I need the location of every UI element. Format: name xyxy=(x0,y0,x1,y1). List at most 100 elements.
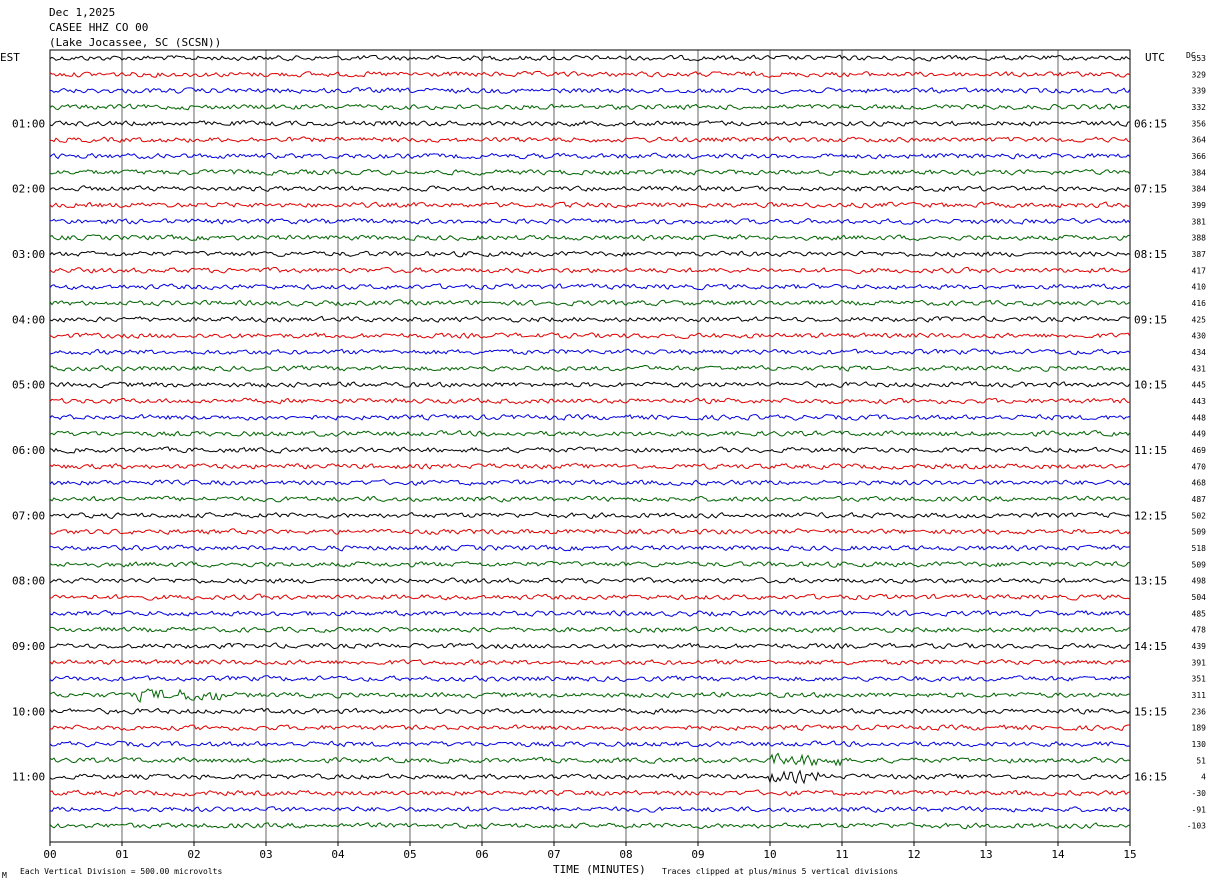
utc-axis-label: UTC xyxy=(1145,51,1165,64)
utc-label: 16:15 xyxy=(1134,771,1167,784)
minute-gridlines xyxy=(121,50,1059,842)
dc-offset-label: 4 xyxy=(1201,773,1206,782)
dc-offset-label: 388 xyxy=(1192,234,1207,243)
trace-44 xyxy=(49,769,1131,785)
utc-label: 09:15 xyxy=(1134,313,1167,326)
time-labels: 01:00 06:15 02:00 07:15 03:00 08:15 04:00 09:15… xyxy=(12,117,1167,783)
dc-offset-label: 381 xyxy=(1192,217,1207,226)
dc-offset-label: 353 xyxy=(1192,54,1207,63)
dc-offset-label: 431 xyxy=(1192,364,1207,373)
dc-offset-label: -103 xyxy=(1187,822,1206,831)
x-tick-label: 08 xyxy=(619,848,632,861)
trace-14 xyxy=(49,283,1131,291)
utc-label: 12:15 xyxy=(1134,509,1167,522)
dc-offset-label: 430 xyxy=(1192,332,1207,341)
dc-offset-label: 329 xyxy=(1192,70,1207,79)
est-label: 03:00 xyxy=(12,248,45,261)
utc-label: 07:15 xyxy=(1134,183,1167,196)
division-note: Each Vertical Division = 500.00 microvol… xyxy=(20,867,222,876)
trace-3 xyxy=(49,103,1131,111)
trace-12 xyxy=(49,250,1131,258)
dc-offset-label: 443 xyxy=(1192,397,1207,406)
trace-16 xyxy=(49,315,1131,323)
dc-offset-label: 387 xyxy=(1192,250,1207,259)
trace-2 xyxy=(49,87,1131,95)
est-label: 06:00 xyxy=(12,444,45,457)
trace-10 xyxy=(49,217,1131,225)
trace-35 xyxy=(49,626,1131,634)
est-label: 08:00 xyxy=(12,575,45,588)
dc-offset-label: 391 xyxy=(1192,658,1207,667)
trace-11 xyxy=(49,234,1131,242)
x-tick-label: 07 xyxy=(547,848,560,861)
trace-22 xyxy=(49,413,1131,421)
trace-7 xyxy=(49,168,1131,176)
station-label: CASEE HHZ CO 00 xyxy=(49,21,148,34)
dc-offset-label: 384 xyxy=(1192,168,1207,177)
utc-label: 14:15 xyxy=(1134,640,1167,653)
dc-offset-label: 384 xyxy=(1192,185,1207,194)
utc-label: 06:15 xyxy=(1134,117,1167,130)
dc-offset-label: 468 xyxy=(1192,479,1207,488)
x-tick-label: 14 xyxy=(1051,848,1065,861)
x-tick-label: 05 xyxy=(403,848,416,861)
x-tick-label: 03 xyxy=(259,848,272,861)
x-tick-label: 11 xyxy=(835,848,848,861)
dc-offset-label: 130 xyxy=(1192,740,1207,749)
utc-label: 13:15 xyxy=(1134,575,1167,588)
dc-offset-label: 498 xyxy=(1192,577,1207,586)
dc-offset-label: -91 xyxy=(1192,805,1207,814)
x-tick-labels: 00 01 02 03 04 05 06 07 08 09 10 11 12 13 14 15 xyxy=(43,842,1137,861)
dc-offset-label: 417 xyxy=(1192,266,1207,275)
x-tick-label: 12 xyxy=(907,848,920,861)
dc-offset-label: -30 xyxy=(1192,789,1207,798)
trace-36 xyxy=(49,642,1131,650)
dc-offset-label: 399 xyxy=(1192,201,1207,210)
utc-label: 15:15 xyxy=(1134,705,1167,718)
trace-32 xyxy=(49,577,1131,585)
x-tick-label: 10 xyxy=(763,848,776,861)
dc-offset-label: 485 xyxy=(1192,609,1207,618)
est-label: 10:00 xyxy=(12,705,45,718)
x-tick-label: 01 xyxy=(115,848,128,861)
seismic-traces xyxy=(49,54,1131,830)
trace-42 xyxy=(49,740,1131,748)
trace-1 xyxy=(49,70,1131,78)
trace-26 xyxy=(49,479,1131,486)
plot-frame xyxy=(49,49,1131,843)
trace-45 xyxy=(49,789,1131,797)
trace-20 xyxy=(49,381,1131,389)
utc-label: 11:15 xyxy=(1134,444,1167,457)
trace-38 xyxy=(49,675,1131,683)
trace-33 xyxy=(49,593,1131,601)
utc-label: 10:15 xyxy=(1134,379,1167,392)
trace-21 xyxy=(49,397,1131,405)
trace-43 xyxy=(49,752,1131,767)
x-tick-label: 13 xyxy=(979,848,992,861)
trace-5 xyxy=(49,136,1131,144)
x-axis-title: TIME (MINUTES) xyxy=(553,863,646,876)
est-label: 02:00 xyxy=(12,183,45,196)
clip-note: Traces clipped at plus/minus 5 vertical … xyxy=(662,867,898,876)
trace-17 xyxy=(49,332,1131,340)
trace-40 xyxy=(49,707,1131,715)
dc-offset-label: 478 xyxy=(1192,626,1207,635)
trace-30 xyxy=(49,544,1131,552)
corner-mark: M xyxy=(2,871,7,880)
est-label: 07:00 xyxy=(12,509,45,522)
dc-offset-label: 356 xyxy=(1192,119,1207,128)
trace-27 xyxy=(49,495,1131,503)
dc-offset-label: 469 xyxy=(1192,446,1207,455)
trace-28 xyxy=(49,511,1131,520)
dc-offset-label: 504 xyxy=(1192,593,1207,602)
dc-offset-label: 434 xyxy=(1192,348,1207,357)
trace-24 xyxy=(49,446,1131,454)
dc-offset-label: 470 xyxy=(1192,462,1207,471)
dc-offset-label: 351 xyxy=(1192,675,1207,684)
trace-46 xyxy=(49,806,1131,813)
x-tick-label: 02 xyxy=(187,848,200,861)
dc-offset-label: 189 xyxy=(1192,724,1207,733)
dc-offset-label: 509 xyxy=(1192,528,1207,537)
